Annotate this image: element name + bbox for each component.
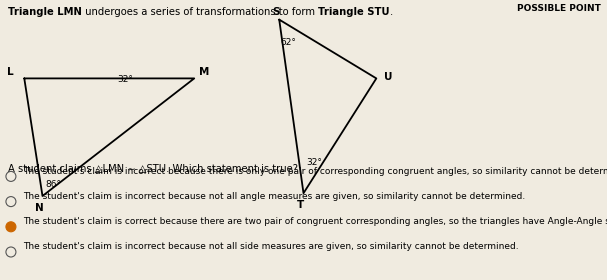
Text: 32°: 32° [307, 158, 322, 167]
Text: T: T [297, 200, 304, 210]
Text: A student claims △LMN ∼ △STU. Which statement is true?: A student claims △LMN ∼ △STU. Which stat… [8, 164, 298, 174]
Text: Triangle STU: Triangle STU [318, 7, 390, 17]
Text: The student's claim is incorrect because not all angle measures are given, so si: The student's claim is incorrect because… [23, 192, 525, 201]
Text: 86°: 86° [46, 180, 61, 189]
Text: undergoes a series of transformations to form: undergoes a series of transformations to… [82, 7, 318, 17]
Text: U: U [384, 72, 392, 82]
Ellipse shape [6, 222, 16, 232]
Text: M: M [199, 67, 209, 77]
Text: The student's claim is incorrect because there is only one pair of corresponding: The student's claim is incorrect because… [23, 167, 607, 176]
Text: .: . [390, 7, 393, 17]
Text: The student's claim is incorrect because not all side measures are given, so sim: The student's claim is incorrect because… [23, 242, 519, 251]
Text: 32°: 32° [118, 75, 134, 84]
Text: The student's claim is correct because there are two pair of congruent correspon: The student's claim is correct because t… [23, 217, 607, 226]
Text: L: L [7, 67, 13, 77]
Text: POSSIBLE POINT: POSSIBLE POINT [517, 4, 601, 13]
Text: 62°: 62° [280, 38, 296, 47]
Text: S: S [273, 7, 280, 17]
Text: Triangle LMN: Triangle LMN [8, 7, 82, 17]
Text: N: N [35, 203, 44, 213]
